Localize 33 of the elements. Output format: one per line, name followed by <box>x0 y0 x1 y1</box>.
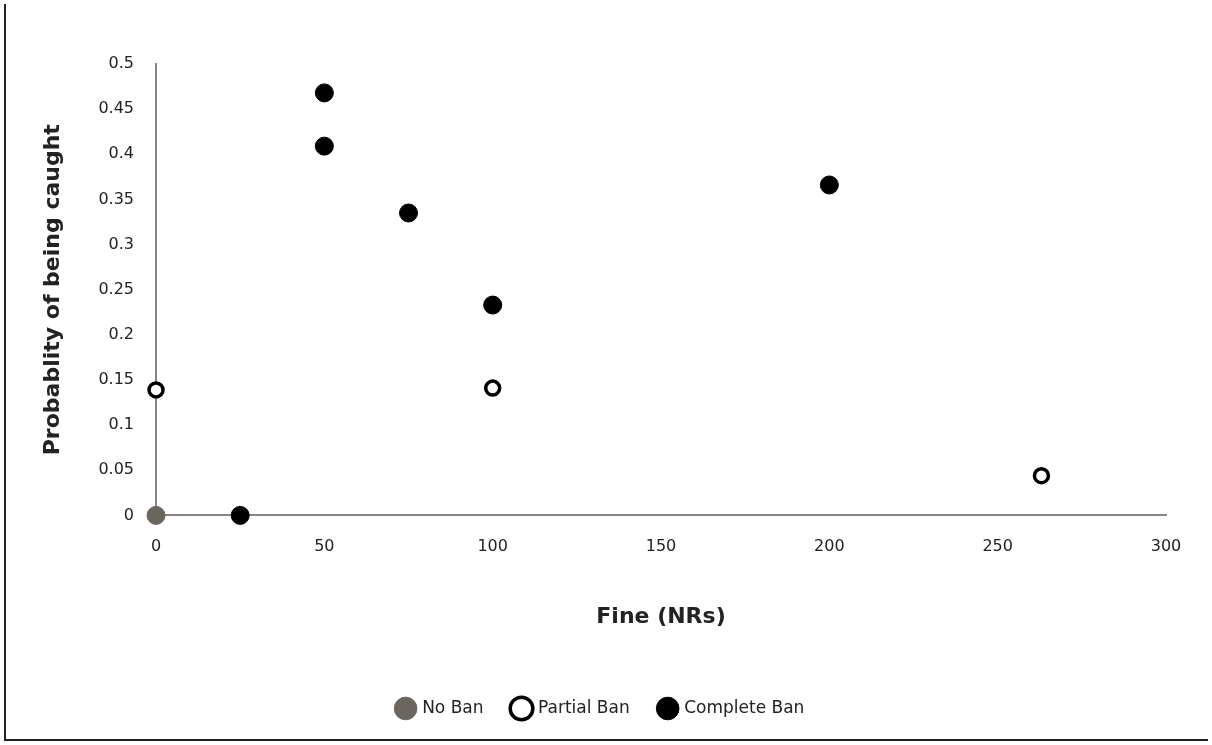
point <box>1032 466 1051 485</box>
point <box>483 379 502 397</box>
point <box>147 381 165 399</box>
y-tick-label: 0.1 <box>108 414 135 434</box>
point <box>819 175 839 195</box>
y-tick-label: 0.4 <box>108 143 135 163</box>
y-tick-label: 0.15 <box>98 369 135 389</box>
point <box>146 505 166 525</box>
x-tick-label: 50 <box>314 536 335 556</box>
y-tick-label: 0.45 <box>98 98 135 118</box>
legend-label: Complete Ban <box>684 696 805 717</box>
x-tick-label: 100 <box>477 536 508 556</box>
y-tick-label: 0.05 <box>98 459 135 479</box>
point <box>483 295 503 315</box>
y-tick-label: 0.2 <box>108 324 135 343</box>
x-tick-label: 250 <box>982 536 1013 556</box>
legend-label: Partial Ban <box>538 696 630 717</box>
y-tick-label: 0 <box>123 504 135 524</box>
y-tick-label: 0.5 <box>108 53 135 73</box>
point <box>314 83 334 103</box>
y-tick-label: 0.25 <box>98 278 135 298</box>
x-tick-label: 300 <box>1150 536 1182 556</box>
x-tick-label: 150 <box>645 536 677 556</box>
y-tick-label: 0.35 <box>98 188 135 208</box>
x-tick-label: 0 <box>150 536 162 556</box>
y-axis-title: Probablity of being caught <box>38 123 64 456</box>
point <box>230 505 250 525</box>
point <box>399 203 419 223</box>
x-axis-title: Fine (NRs) <box>596 602 726 628</box>
y-tick-label: 0.3 <box>108 233 135 253</box>
legend-label: No Ban <box>422 696 484 717</box>
point <box>314 136 334 156</box>
x-tick-label: 200 <box>814 536 845 556</box>
